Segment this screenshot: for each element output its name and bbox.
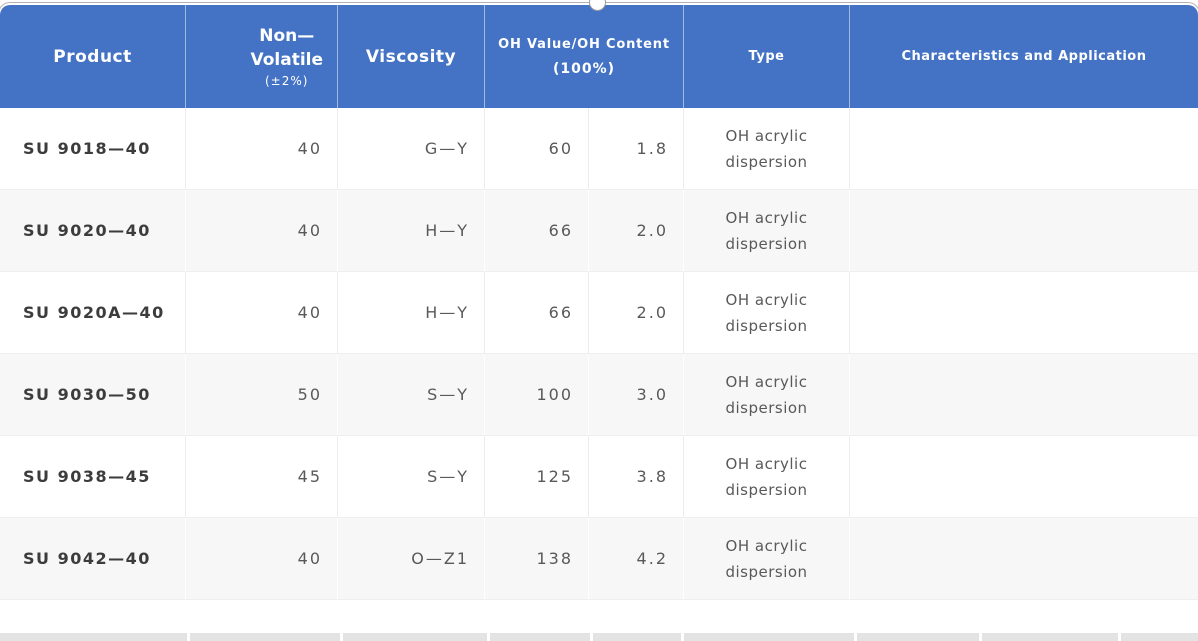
cell-type: OH acrylic dispersion [684, 518, 850, 599]
header-viscosity-label: Viscosity [365, 46, 457, 67]
cell-product: SU 9038—45 [0, 436, 186, 517]
cell-oh-value: 138 [485, 518, 589, 599]
next-table-cell-fragment [190, 633, 340, 641]
cell-viscosity: S—Y [338, 354, 485, 435]
cell-oh-value: 66 [485, 190, 589, 271]
table-row: SU 9038—45 45 S—Y 125 3.8 OH acrylic dis… [0, 436, 1198, 518]
cell-characteristics [850, 108, 1198, 189]
header-type-label: Type [748, 49, 785, 64]
cell-viscosity: H—Y [338, 190, 485, 271]
next-table-cell-fragment [684, 633, 854, 641]
table-header-row: Product Non— Volatile (±2%) Viscosity OH… [0, 5, 1198, 108]
header-oh-label: OH Value/OH Content [498, 37, 670, 52]
cell-product: SU 9030—50 [0, 354, 186, 435]
cell-viscosity: S—Y [338, 436, 485, 517]
cell-product: SU 9042—40 [0, 518, 186, 599]
cell-oh-content: 3.0 [589, 354, 684, 435]
table-row: SU 9018—40 40 G—Y 60 1.8 OH acrylic disp… [0, 108, 1198, 190]
header-non-volatile: Non— Volatile (±2%) [186, 5, 338, 108]
header-non-volatile-tolerance: (±2%) [265, 74, 309, 88]
next-table-cell-fragment [1121, 633, 1198, 641]
cell-oh-content: 2.0 [589, 272, 684, 353]
table-row: SU 9030—50 50 S—Y 100 3.0 OH acrylic dis… [0, 354, 1198, 436]
cell-characteristics [850, 190, 1198, 271]
cell-viscosity: H—Y [338, 272, 485, 353]
next-table-preview-row [0, 633, 1198, 641]
cell-non-volatile: 40 [186, 518, 338, 599]
cell-non-volatile: 40 [186, 190, 338, 271]
next-table-cell-fragment [343, 633, 487, 641]
header-product-label: Product [53, 46, 132, 67]
cell-product: SU 9020—40 [0, 190, 186, 271]
cell-product: SU 9020A—40 [0, 272, 186, 353]
cell-oh-value: 125 [485, 436, 589, 517]
cell-type: OH acrylic dispersion [684, 436, 850, 517]
cell-characteristics [850, 518, 1198, 599]
cell-non-volatile: 45 [186, 436, 338, 517]
table-body: SU 9018—40 40 G—Y 60 1.8 OH acrylic disp… [0, 108, 1198, 600]
table-row: SU 9042—40 40 O—Z1 138 4.2 OH acrylic di… [0, 518, 1198, 600]
next-table-cell-fragment [593, 633, 681, 641]
cell-oh-content: 1.8 [589, 108, 684, 189]
cell-oh-content: 3.8 [589, 436, 684, 517]
table-row: SU 9020—40 40 H—Y 66 2.0 OH acrylic disp… [0, 190, 1198, 272]
header-characteristics: Characteristics and Application [850, 5, 1198, 108]
product-spec-table: Product Non— Volatile (±2%) Viscosity OH… [0, 5, 1198, 600]
cell-type: OH acrylic dispersion [684, 190, 850, 271]
cell-type: OH acrylic dispersion [684, 108, 850, 189]
cell-characteristics [850, 354, 1198, 435]
cell-non-volatile: 50 [186, 354, 338, 435]
header-viscosity: Viscosity [338, 5, 485, 108]
cell-product: SU 9018—40 [0, 108, 186, 189]
cell-oh-value: 100 [485, 354, 589, 435]
cell-non-volatile: 40 [186, 272, 338, 353]
cell-oh-content: 2.0 [589, 190, 684, 271]
cell-characteristics [850, 436, 1198, 517]
header-oh-basis: (100%) [552, 61, 616, 77]
next-table-cell-fragment [490, 633, 590, 641]
header-type: Type [684, 5, 850, 108]
cell-oh-content: 4.2 [589, 518, 684, 599]
cell-characteristics [850, 272, 1198, 353]
header-product: Product [0, 5, 186, 108]
next-table-cell-fragment [857, 633, 979, 641]
cell-type: OH acrylic dispersion [684, 272, 850, 353]
next-table-cell-fragment [982, 633, 1118, 641]
header-characteristics-label: Characteristics and Application [901, 49, 1147, 64]
cell-non-volatile: 40 [186, 108, 338, 189]
cell-oh-value: 60 [485, 108, 589, 189]
cell-oh-value: 66 [485, 272, 589, 353]
header-non-volatile-label: Non— Volatile (±2%) [250, 26, 323, 88]
cell-viscosity: O—Z1 [338, 518, 485, 599]
cell-viscosity: G—Y [338, 108, 485, 189]
table-row: SU 9020A—40 40 H—Y 66 2.0 OH acrylic dis… [0, 272, 1198, 354]
header-oh-value-content: OH Value/OH Content (100%) [485, 5, 684, 108]
cell-type: OH acrylic dispersion [684, 354, 850, 435]
next-table-cell-fragment [0, 633, 187, 641]
